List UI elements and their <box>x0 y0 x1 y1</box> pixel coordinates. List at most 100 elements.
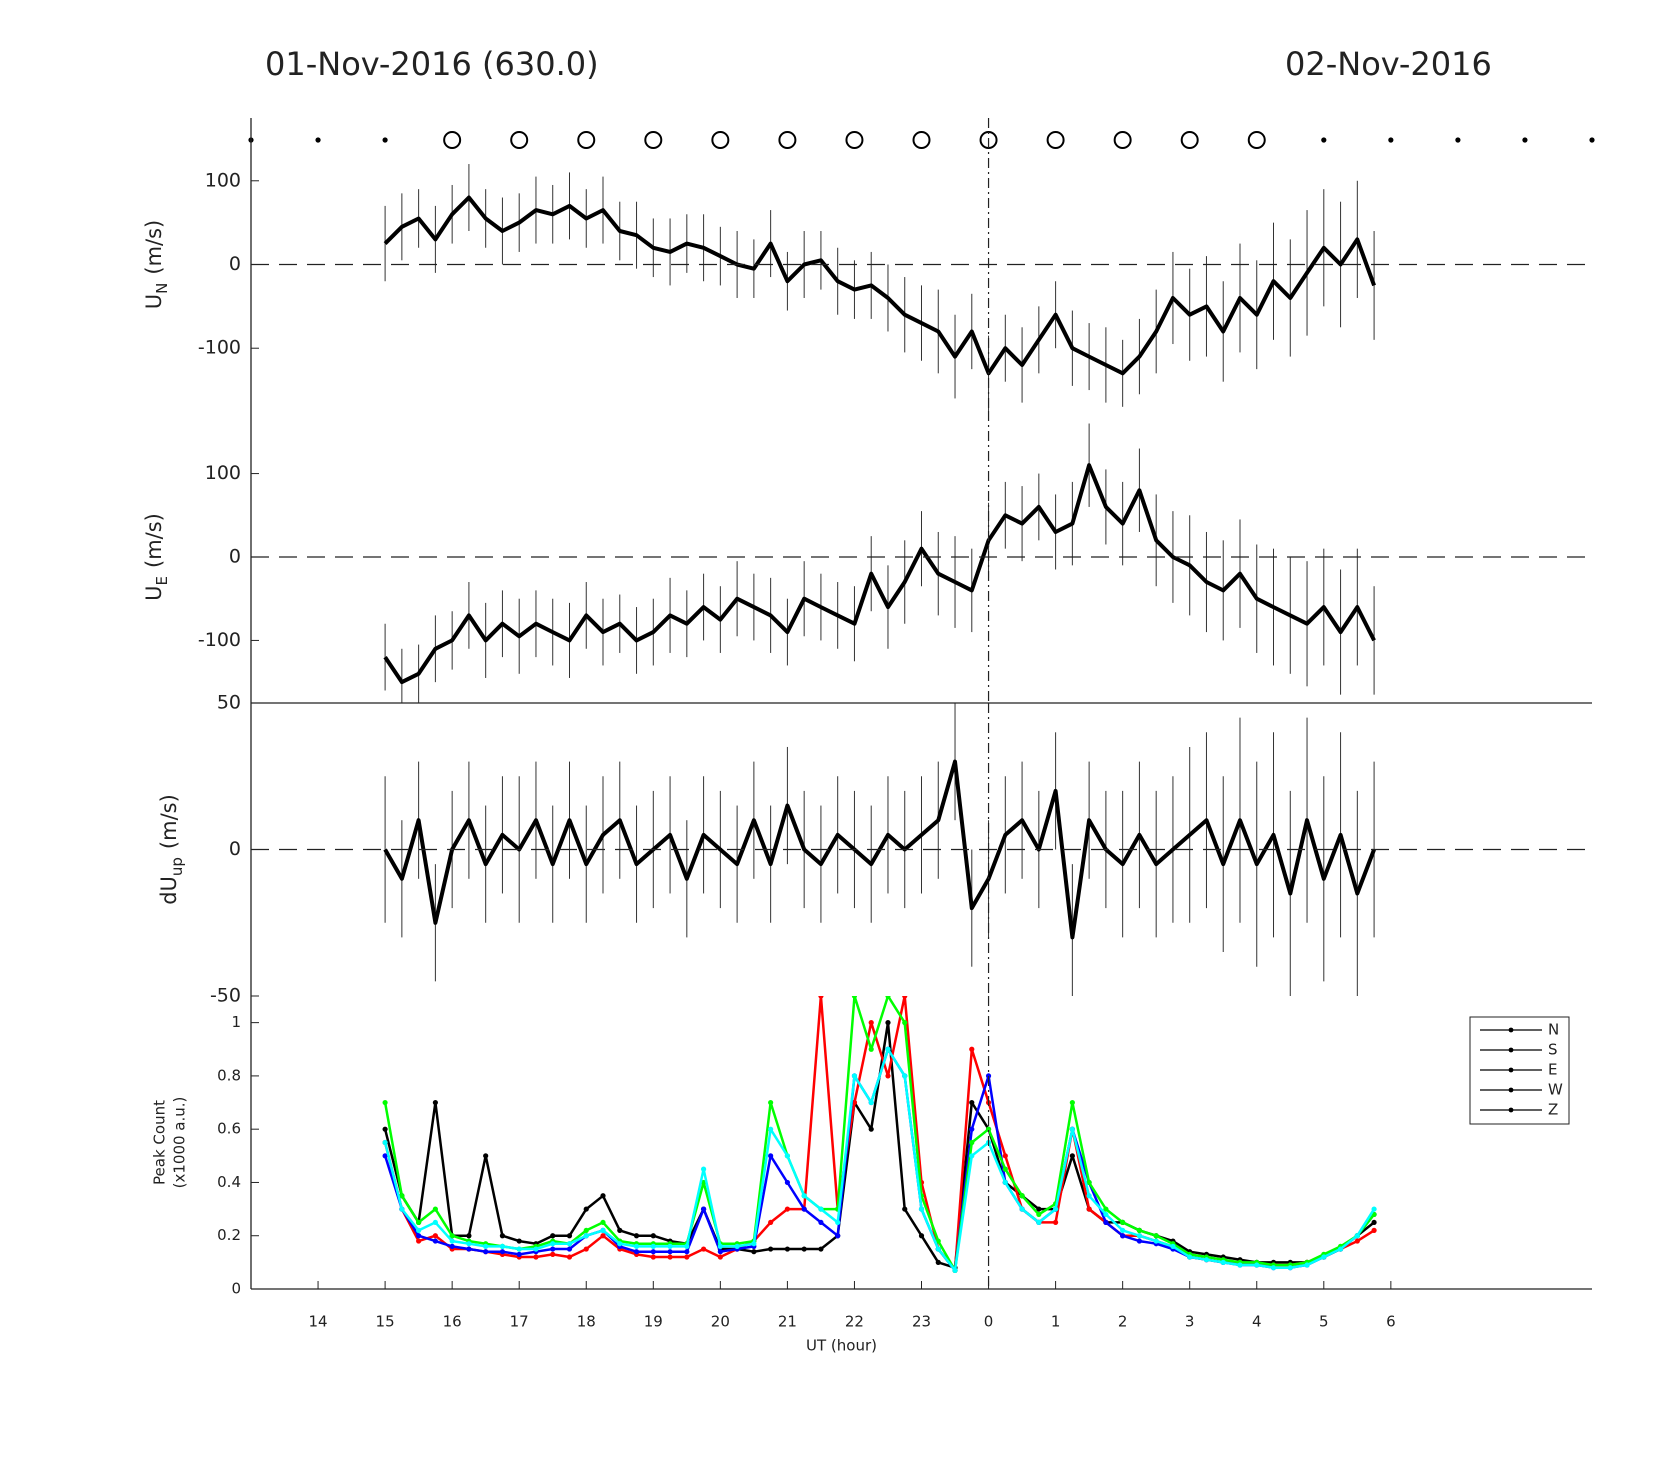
point <box>684 1249 690 1255</box>
point <box>516 1246 522 1252</box>
point <box>969 1126 975 1132</box>
y-label-sub: N <box>153 283 171 294</box>
point <box>416 1227 422 1233</box>
x-tick-label: 22 <box>845 1313 864 1331</box>
point <box>600 1193 606 1199</box>
point <box>885 1073 891 1079</box>
x-tick-label: 19 <box>644 1313 663 1331</box>
y-tick-label: 50 <box>217 692 241 714</box>
point <box>566 1241 573 1247</box>
y-tick-label: 1 <box>231 1013 241 1031</box>
point <box>650 1243 656 1249</box>
point <box>633 1243 640 1249</box>
point <box>499 1233 506 1239</box>
point <box>734 1243 740 1249</box>
point <box>416 1219 422 1226</box>
top-circle <box>845 131 864 149</box>
point <box>1203 1257 1210 1263</box>
point <box>617 1241 623 1247</box>
legend-label: N <box>1548 1021 1559 1039</box>
top-circle <box>711 131 730 149</box>
point <box>818 1206 824 1212</box>
point <box>566 1233 573 1239</box>
point <box>667 1254 673 1260</box>
point <box>818 1246 824 1252</box>
point <box>399 1206 405 1212</box>
point <box>684 1254 690 1260</box>
point <box>1120 1233 1126 1239</box>
y-tick-label: 0.2 <box>217 1226 241 1244</box>
top-circle <box>577 131 596 149</box>
point <box>868 1099 874 1106</box>
y-tick-label: 0 <box>231 1280 241 1298</box>
point <box>533 1246 539 1252</box>
point <box>969 1099 975 1106</box>
point <box>566 1246 573 1252</box>
point <box>784 1179 791 1186</box>
series-line <box>383 195 1376 376</box>
point <box>784 1246 791 1252</box>
point <box>583 1246 589 1252</box>
point <box>902 1206 908 1212</box>
legend-label: S <box>1548 1041 1558 1059</box>
point <box>516 1251 522 1257</box>
point <box>935 1246 941 1252</box>
point <box>583 1233 589 1239</box>
point <box>801 1246 807 1252</box>
point <box>684 1243 690 1249</box>
x-tick-label: 16 <box>443 1313 462 1331</box>
y-tick-label: 0 <box>229 546 241 568</box>
point <box>1187 1254 1193 1260</box>
right-title: 02-Nov-2016 <box>1285 45 1492 83</box>
top-dot <box>315 137 321 143</box>
legend-dot <box>1508 1107 1514 1113</box>
y-label-main: U <box>142 294 166 309</box>
point <box>1254 1262 1260 1268</box>
point <box>1002 1166 1008 1172</box>
point <box>818 1219 824 1226</box>
y-label-main: U <box>142 585 166 600</box>
y-tick-label: 0 <box>229 253 241 275</box>
point <box>1086 1206 1092 1212</box>
point <box>885 1046 891 1052</box>
point <box>550 1251 556 1257</box>
point <box>550 1246 556 1252</box>
y-axis-label: UN (m/s) <box>142 220 171 309</box>
point <box>583 1227 589 1233</box>
point <box>533 1254 539 1260</box>
x-tick-label: 1 <box>1051 1313 1061 1331</box>
point <box>650 1254 656 1260</box>
x-tick-label: 20 <box>711 1313 730 1331</box>
x-tick-label: 18 <box>577 1313 596 1331</box>
top-circle <box>443 131 462 149</box>
point <box>952 1267 958 1273</box>
point <box>449 1243 455 1249</box>
point <box>768 1126 774 1132</box>
point <box>885 996 891 999</box>
top-circle <box>1247 131 1266 149</box>
point <box>432 1238 438 1244</box>
point <box>918 1233 925 1239</box>
y-tick-label: -50 <box>210 985 241 1007</box>
point <box>617 1227 623 1233</box>
point <box>768 1246 774 1252</box>
x-tick-label: 14 <box>309 1313 328 1331</box>
top-circle <box>778 131 797 149</box>
point <box>985 1073 992 1079</box>
point <box>801 1206 807 1212</box>
point <box>667 1243 673 1249</box>
x-tick-label: 4 <box>1252 1313 1262 1331</box>
point <box>416 1233 422 1239</box>
point <box>1036 1206 1042 1212</box>
top-dot <box>1455 137 1461 143</box>
point <box>885 1020 891 1026</box>
y-label-unit: (m/s) <box>142 513 166 568</box>
point <box>1053 1206 1059 1212</box>
point <box>700 1246 707 1252</box>
y-label-sub: up <box>168 857 186 876</box>
point <box>1136 1233 1143 1239</box>
point <box>717 1254 723 1260</box>
point <box>801 1193 807 1199</box>
point <box>667 1249 673 1255</box>
point <box>768 1153 774 1159</box>
